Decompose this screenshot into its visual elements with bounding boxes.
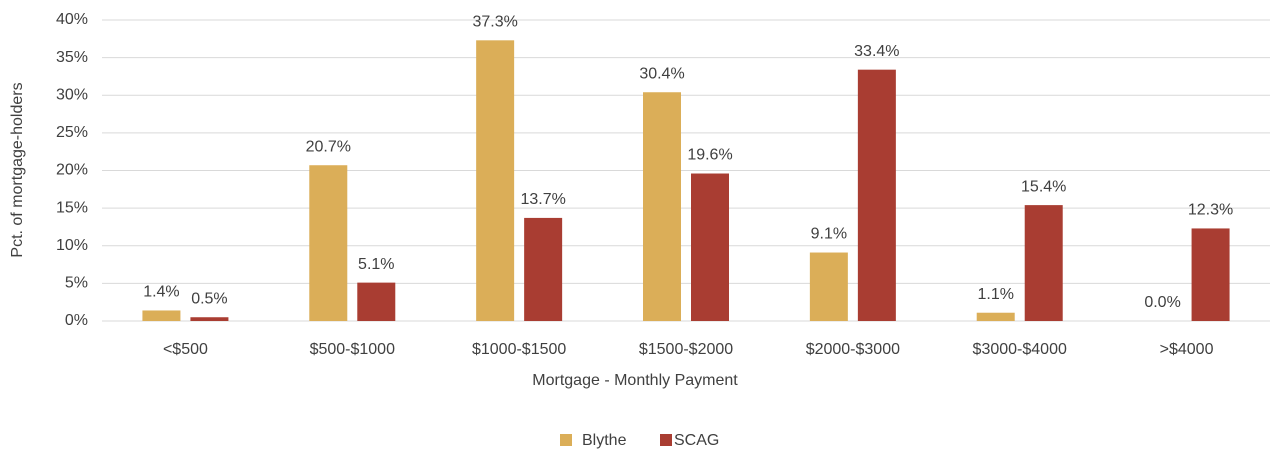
y-tick-label: 10% (56, 237, 88, 254)
value-label: 0.5% (191, 290, 227, 307)
y-tick-label: 15% (56, 199, 88, 216)
x-tick-label: $500-$1000 (310, 341, 396, 358)
x-tick-label: $2000-$3000 (806, 341, 900, 358)
bar (524, 217, 563, 321)
x-tick-label: $3000-$4000 (973, 341, 1067, 358)
bar (809, 252, 848, 321)
value-label: 12.3% (1188, 202, 1233, 219)
bar (357, 282, 396, 321)
bar (643, 92, 681, 322)
x-tick-label: >$4000 (1160, 341, 1214, 358)
value-label: 0.0% (1144, 294, 1180, 311)
value-label: 5.1% (358, 256, 394, 273)
y-tick-label: 20% (56, 162, 88, 179)
bar (1024, 205, 1063, 321)
legend-swatch (660, 434, 672, 446)
value-label: 33.4% (854, 43, 899, 60)
value-label: 30.4% (639, 65, 684, 82)
bar (142, 310, 181, 321)
y-tick-label: 25% (56, 124, 88, 141)
y-axis-title: Pct. of mortgage-holders (9, 82, 26, 257)
y-tick-label: 30% (56, 86, 88, 103)
bar (976, 312, 1015, 321)
y-tick-label: 35% (56, 49, 88, 66)
x-tick-label: $1000-$1500 (472, 341, 566, 358)
bar (691, 173, 729, 321)
x-axis-title: Mortgage - Monthly Payment (532, 372, 738, 389)
value-label: 19.6% (687, 147, 732, 164)
x-tick-label: $1500-$2000 (639, 341, 733, 358)
legend-label: Blythe (582, 432, 627, 449)
bar (476, 40, 515, 321)
y-tick-label: 0% (65, 312, 88, 329)
bar (309, 165, 348, 321)
legend-label: SCAG (674, 432, 719, 449)
value-label: 13.7% (520, 191, 565, 208)
x-tick-label: <$500 (163, 341, 208, 358)
value-label: 37.3% (472, 14, 517, 31)
value-label: 1.1% (977, 286, 1013, 303)
bar (1191, 228, 1230, 321)
bar (857, 69, 896, 321)
y-tick-label: 5% (65, 275, 88, 292)
value-label: 20.7% (306, 138, 351, 155)
value-label: 1.4% (143, 284, 179, 301)
value-label: 9.1% (811, 226, 847, 243)
value-label: 15.4% (1021, 178, 1066, 195)
bar (190, 317, 229, 321)
legend-swatch (560, 434, 572, 446)
y-tick-label: 40% (56, 11, 88, 28)
